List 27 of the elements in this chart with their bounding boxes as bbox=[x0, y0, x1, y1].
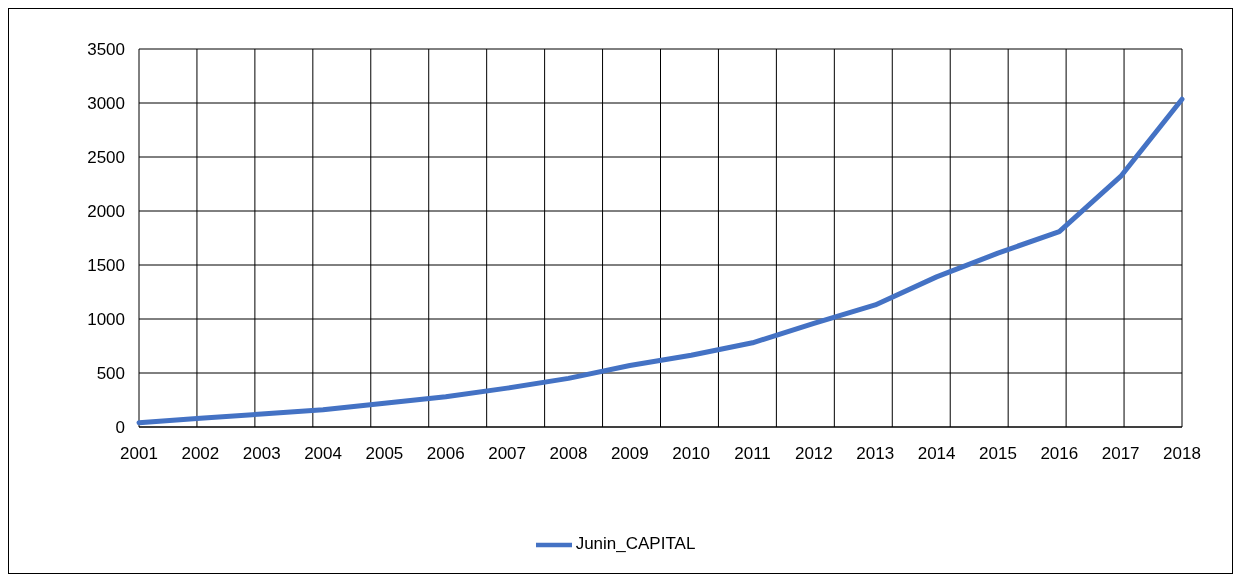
y-tick-label: 3500 bbox=[87, 40, 125, 60]
x-tick-label: 2018 bbox=[1163, 444, 1201, 464]
x-tick-label: 2006 bbox=[426, 444, 465, 464]
x-tick-label: 2016 bbox=[1040, 444, 1079, 464]
x-tick-label: 2014 bbox=[917, 444, 956, 464]
legend-label: Junin_CAPITAL bbox=[575, 534, 696, 554]
x-tick-label: 2003 bbox=[242, 444, 281, 464]
y-tick-label: 0 bbox=[115, 418, 125, 438]
y-tick-label: 2500 bbox=[87, 148, 125, 168]
x-tick-label: 2009 bbox=[610, 444, 649, 464]
x-tick-label: 2007 bbox=[488, 444, 527, 464]
x-tick-label: 2017 bbox=[1101, 444, 1140, 464]
y-tick-label: 1500 bbox=[87, 256, 125, 276]
x-tick-label: 2011 bbox=[734, 444, 771, 464]
x-tick-label: 2015 bbox=[979, 444, 1017, 464]
x-tick-label: 2004 bbox=[304, 444, 342, 464]
x-tick-label: 2001 bbox=[120, 444, 158, 464]
x-tick-label: 2008 bbox=[549, 444, 588, 464]
x-tick-label: 2002 bbox=[181, 444, 220, 464]
y-tick-label: 1000 bbox=[87, 310, 125, 330]
y-tick-label: 3000 bbox=[87, 94, 125, 114]
x-tick-label: 2013 bbox=[856, 444, 895, 464]
x-tick-label: 2005 bbox=[365, 444, 404, 464]
y-tick-label: 2000 bbox=[87, 202, 125, 222]
x-tick-label: 2010 bbox=[672, 444, 711, 464]
x-tick-label: 2012 bbox=[794, 444, 833, 464]
y-tick-label: 500 bbox=[96, 364, 125, 384]
